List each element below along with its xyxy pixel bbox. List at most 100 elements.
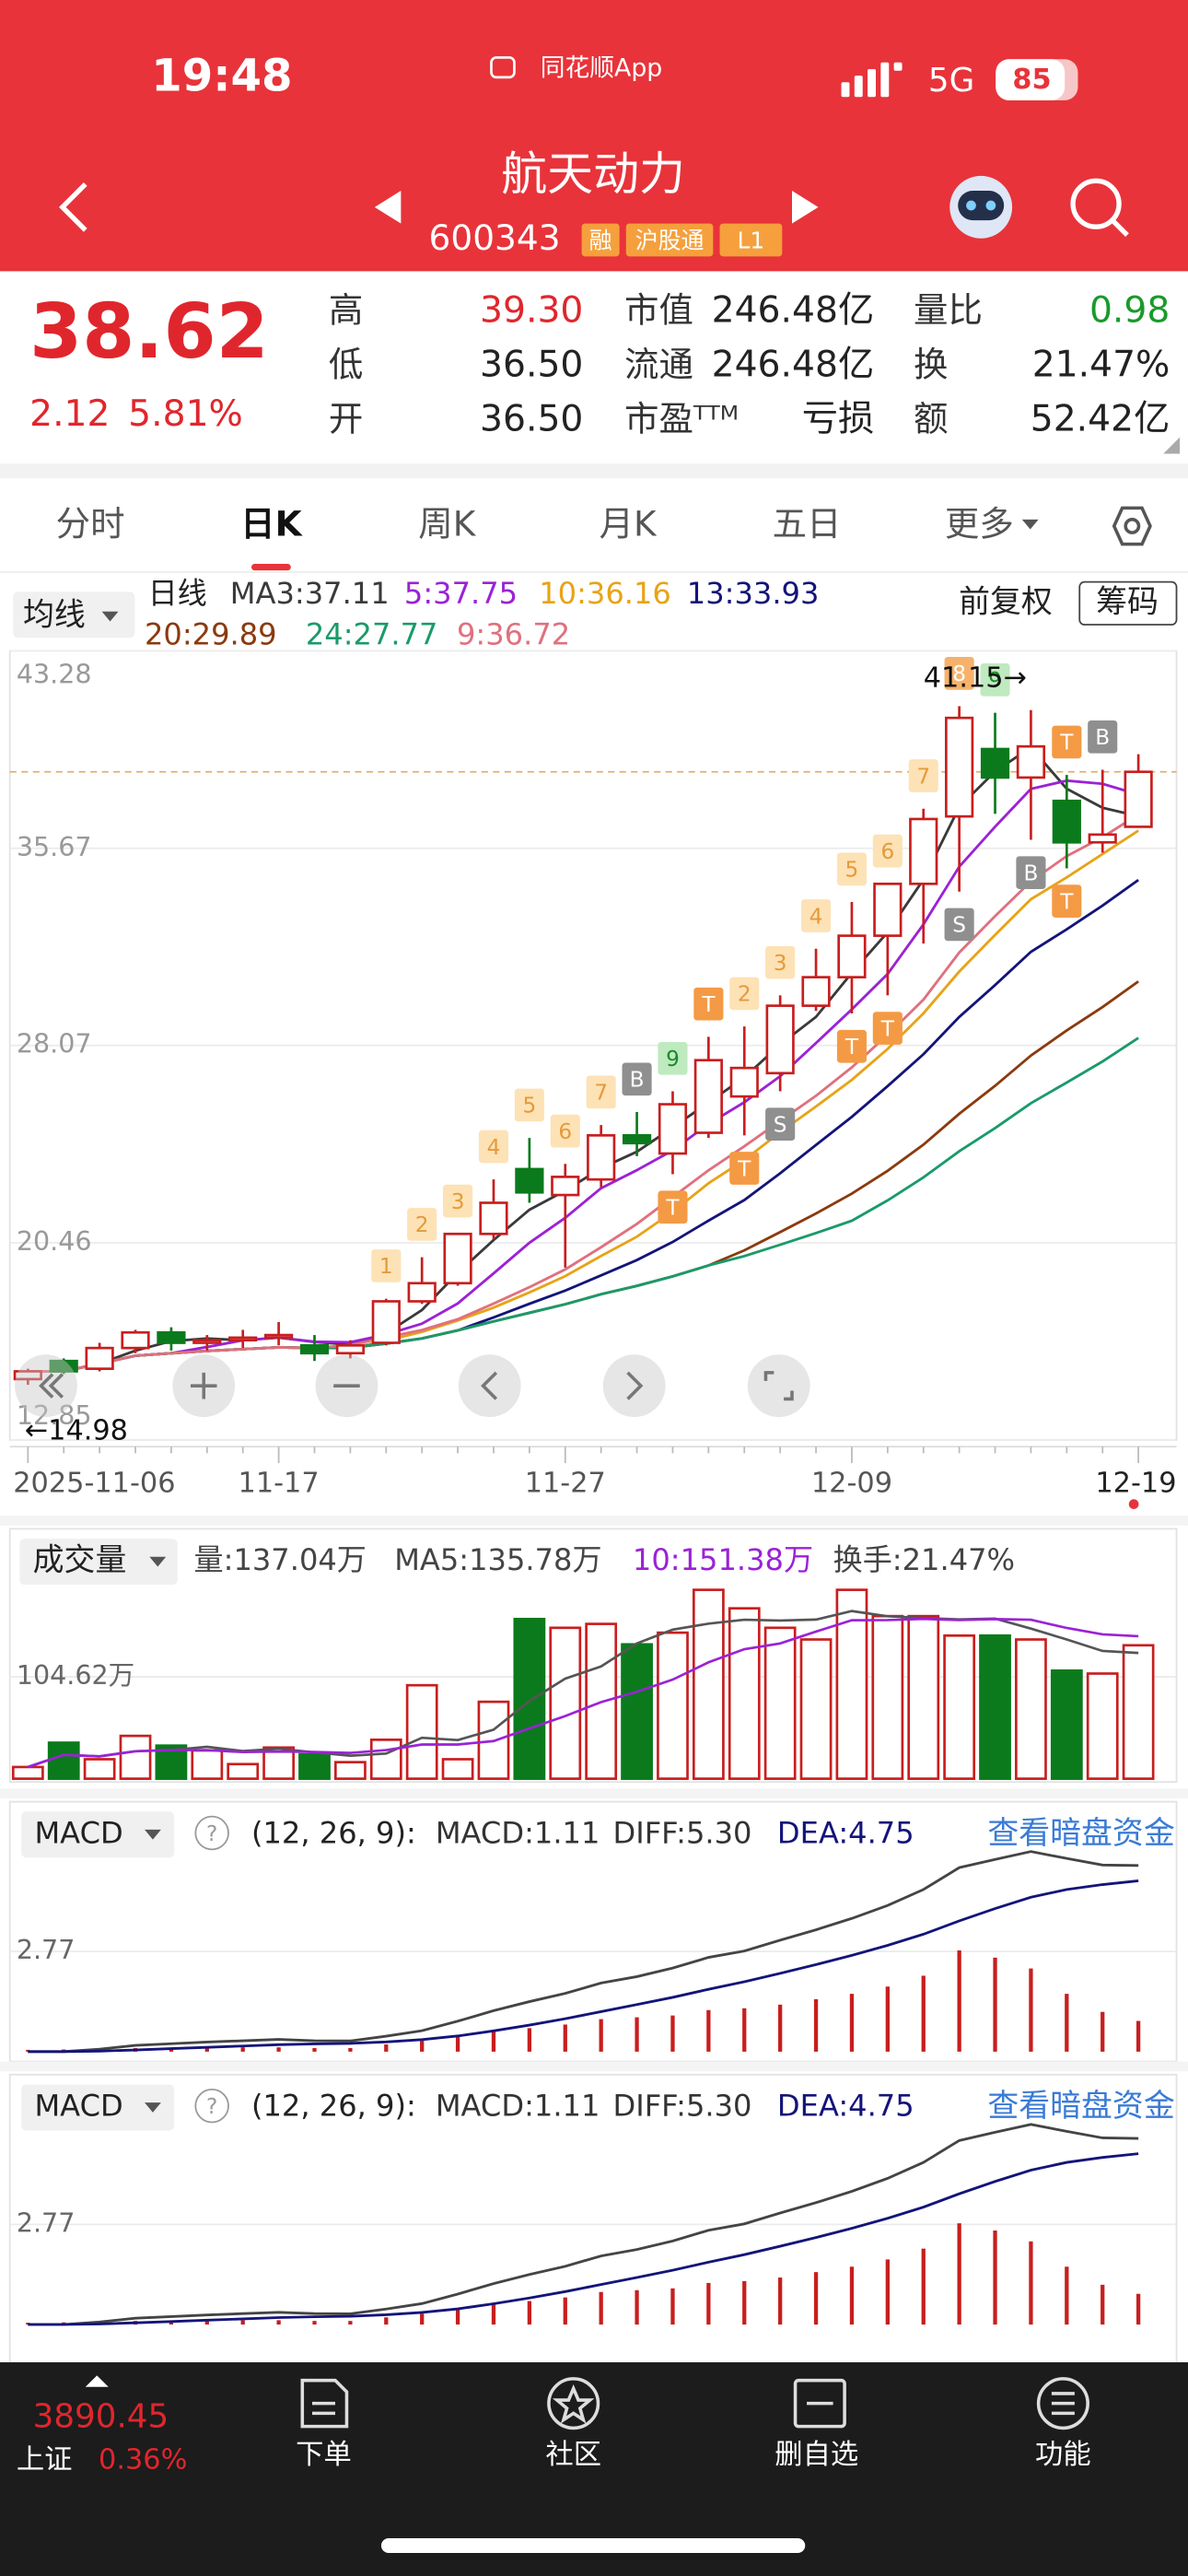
tab[interactable]: 更多	[945, 503, 1014, 544]
field-label: 市值	[624, 290, 693, 331]
candle-body	[228, 1336, 258, 1342]
field-label: 额	[914, 398, 948, 439]
macd-bar	[635, 2289, 639, 2325]
volume-bar	[369, 1739, 402, 1780]
macd-line	[28, 1879, 1139, 2054]
macd-bar	[384, 2044, 389, 2052]
badge-bg	[625, 223, 714, 257]
y-tick-label: 2.77	[17, 1935, 76, 1965]
ma-legend: 9:36.72	[457, 617, 570, 652]
ma-selector[interactable]: 均线	[23, 597, 86, 633]
status-battery: 85	[1012, 64, 1051, 96]
expand-corner[interactable]	[1163, 437, 1181, 454]
tab[interactable]: 五日	[773, 503, 842, 544]
nav-icons	[300, 2377, 1089, 2430]
candle-body	[801, 976, 831, 1007]
status-network: 5G	[928, 62, 974, 100]
candle-body	[693, 1059, 723, 1134]
macd-bar	[312, 2047, 317, 2052]
signal: 5	[522, 1094, 536, 1118]
status-time: 19:48	[151, 51, 292, 102]
x-tick-label: 12-19	[1095, 1468, 1176, 1500]
chart-control[interactable]	[602, 1354, 666, 1418]
tab[interactable]: 分时	[56, 503, 125, 544]
macd-title-bg[interactable]	[21, 1811, 175, 1858]
plot-frame	[8, 2073, 1178, 2576]
chart-control[interactable]	[747, 1354, 810, 1418]
ma-legend: 13:33.93	[687, 576, 820, 611]
chart-control[interactable]	[15, 1354, 77, 1418]
macd-bar	[455, 2308, 460, 2325]
macd-bar	[670, 2015, 675, 2052]
macd-bar	[921, 1975, 926, 2052]
ma-line	[28, 745, 1139, 1373]
macd-line	[28, 2152, 1139, 2326]
signal: 7	[916, 764, 930, 789]
robot-icon[interactable]	[949, 175, 1013, 239]
macd-bar	[778, 2004, 783, 2052]
settings-icon[interactable]	[1112, 506, 1152, 546]
chart-control[interactable]	[458, 1354, 521, 1418]
signal-bg	[658, 1190, 688, 1224]
volume-bar	[227, 1762, 260, 1780]
signal-bg	[443, 1184, 473, 1218]
macd-bar	[957, 1950, 961, 2052]
candle-body	[658, 1103, 688, 1155]
nav-item[interactable]: 功能	[1035, 2439, 1091, 2471]
field-value: 亏损	[802, 398, 874, 439]
more-caret	[1021, 519, 1039, 530]
field-value: 246.48亿	[712, 290, 875, 332]
ma-line	[28, 980, 1139, 1373]
macd-bar	[563, 2024, 567, 2052]
signal: S	[774, 1112, 787, 1137]
volume-title[interactable]: 成交量	[33, 1542, 127, 1578]
nav-item[interactable]: 社区	[545, 2439, 601, 2471]
tab[interactable]: 周K	[418, 503, 476, 544]
chip-button-bg[interactable]	[1078, 580, 1178, 626]
macd-bar	[813, 2272, 819, 2325]
macd-params: (12, 26, 9):	[251, 2088, 416, 2123]
caret	[145, 1829, 161, 1840]
macd-title-bg[interactable]	[21, 2084, 175, 2131]
help-icon[interactable]	[194, 2088, 229, 2124]
signal: 1	[379, 1254, 393, 1279]
tab[interactable]: 日K	[240, 503, 303, 544]
volume-bar	[334, 1761, 367, 1780]
volume-bar	[1122, 1644, 1155, 1780]
ma-legend: 5:37.75	[404, 576, 518, 611]
help-text[interactable]: ?	[206, 1821, 217, 1846]
chip-button[interactable]: 筹码	[1096, 583, 1159, 619]
macd-bar	[240, 2320, 245, 2325]
help-text[interactable]: ?	[206, 2094, 217, 2119]
volume-ma-line	[27, 1617, 1139, 1769]
volume-stat: 换手:21.47%	[833, 1542, 1015, 1577]
candle-body	[551, 1176, 580, 1197]
adjust-button[interactable]: 前复权	[959, 583, 1053, 619]
ma-selector-bg[interactable]	[13, 591, 135, 638]
tab[interactable]: 月K	[600, 503, 658, 544]
index-change: 0.36%	[99, 2444, 187, 2476]
help-icon[interactable]	[194, 1815, 229, 1851]
nav-item[interactable]: 下单	[296, 2439, 352, 2471]
next-stock[interactable]	[792, 190, 819, 224]
macd-bar	[993, 1957, 997, 2052]
macd-bar	[527, 2301, 532, 2325]
search-icon[interactable]	[1070, 178, 1129, 238]
macd-title[interactable]: MACD	[34, 1815, 122, 1850]
back-button[interactable]	[59, 181, 87, 232]
macd-title[interactable]: MACD	[34, 2088, 122, 2123]
chart-control-icon	[763, 1371, 794, 1401]
signal-bg	[658, 1041, 688, 1075]
candle-body	[299, 1343, 330, 1355]
macd-bar	[885, 2259, 890, 2325]
x-tick-label: 11-17	[239, 1468, 320, 1500]
macd-bar	[1029, 2241, 1033, 2325]
prev-stock[interactable]	[374, 190, 402, 224]
volume-title-bg[interactable]	[19, 1539, 178, 1586]
candle-body	[49, 1359, 78, 1373]
volume-bar	[907, 1614, 940, 1780]
dark-pool-link[interactable]: 查看暗盘资金	[987, 1815, 1174, 1851]
nav-item[interactable]: 删自选	[775, 2439, 858, 2471]
home-indicator	[380, 2537, 806, 2554]
dark-pool-link[interactable]: 查看暗盘资金	[987, 2088, 1174, 2124]
